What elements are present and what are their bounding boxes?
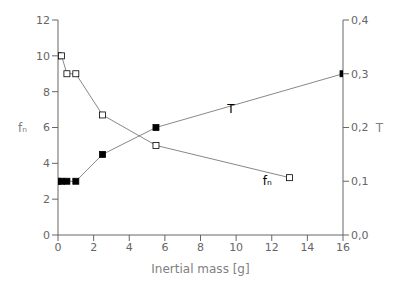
svg-text:T: T: [375, 121, 384, 135]
svg-text:fₙ: fₙ: [263, 174, 272, 188]
svg-text:6: 6: [43, 121, 50, 134]
svg-text:10: 10: [229, 241, 243, 254]
svg-text:fₙ: fₙ: [18, 121, 27, 135]
svg-text:0,0: 0,0: [351, 229, 369, 242]
svg-text:8: 8: [197, 241, 204, 254]
svg-text:12: 12: [36, 14, 50, 27]
svg-text:0,4: 0,4: [351, 14, 369, 27]
svg-text:4: 4: [43, 157, 50, 170]
svg-text:Inertial mass [g]: Inertial mass [g]: [151, 262, 249, 276]
svg-text:2: 2: [90, 241, 97, 254]
svg-text:2: 2: [43, 193, 50, 206]
svg-text:0: 0: [43, 229, 50, 242]
svg-text:8: 8: [43, 86, 50, 99]
svg-text:10: 10: [36, 50, 50, 63]
svg-text:14: 14: [300, 241, 314, 254]
svg-text:0,3: 0,3: [351, 68, 369, 81]
svg-text:0,2: 0,2: [351, 121, 369, 134]
svg-text:6: 6: [161, 241, 168, 254]
svg-text:12: 12: [265, 241, 279, 254]
svg-text:0,1: 0,1: [351, 175, 369, 188]
svg-text:4: 4: [126, 241, 133, 254]
svg-text:16: 16: [336, 241, 350, 254]
svg-text:T: T: [226, 102, 235, 116]
svg-text:0: 0: [55, 241, 62, 254]
